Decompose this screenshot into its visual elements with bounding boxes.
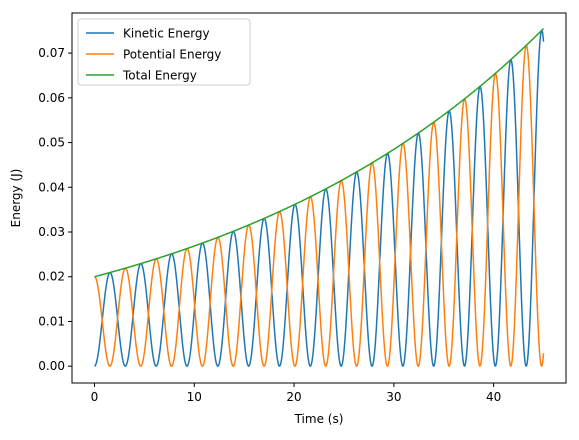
y-tick-label: 0.03 (38, 225, 65, 239)
legend: Kinetic Energy Potential Energy Total Ener… (77, 18, 251, 86)
y-axis-ticks: 0.00 0.01 0.02 0.03 0.04 0.05 0.06 0.07 (38, 46, 72, 373)
plot-frame (71, 12, 567, 384)
x-tick-label: 20 (286, 390, 301, 404)
x-tick-label: 0 (91, 390, 99, 404)
legend-label: Total Energy (122, 69, 197, 83)
series-line-potential-energy (94, 44, 545, 367)
y-axis-label: Energy (J) (9, 169, 23, 228)
y-tick-label: 0.00 (38, 359, 65, 373)
x-tick-label: 40 (486, 390, 501, 404)
y-tick-label: 0.05 (38, 136, 65, 150)
series-line-total-energy (94, 27, 545, 278)
legend-label: Potential Energy (123, 48, 221, 62)
legend-box (77, 18, 251, 86)
series-group (94, 27, 545, 367)
series-line-kinetic-energy (94, 29, 545, 367)
y-tick-label: 0.06 (38, 91, 65, 105)
y-tick-label: 0.07 (38, 46, 65, 60)
x-axis-label: Time (s) (294, 412, 344, 426)
x-tick-label: 30 (386, 390, 401, 404)
y-tick-label: 0.04 (38, 180, 65, 194)
x-tick-label: 10 (187, 390, 202, 404)
x-axis-ticks: 0 10 20 30 40 (91, 383, 501, 404)
legend-label: Kinetic Energy (123, 27, 210, 41)
y-tick-label: 0.01 (38, 314, 65, 328)
y-tick-label: 0.02 (38, 270, 65, 284)
